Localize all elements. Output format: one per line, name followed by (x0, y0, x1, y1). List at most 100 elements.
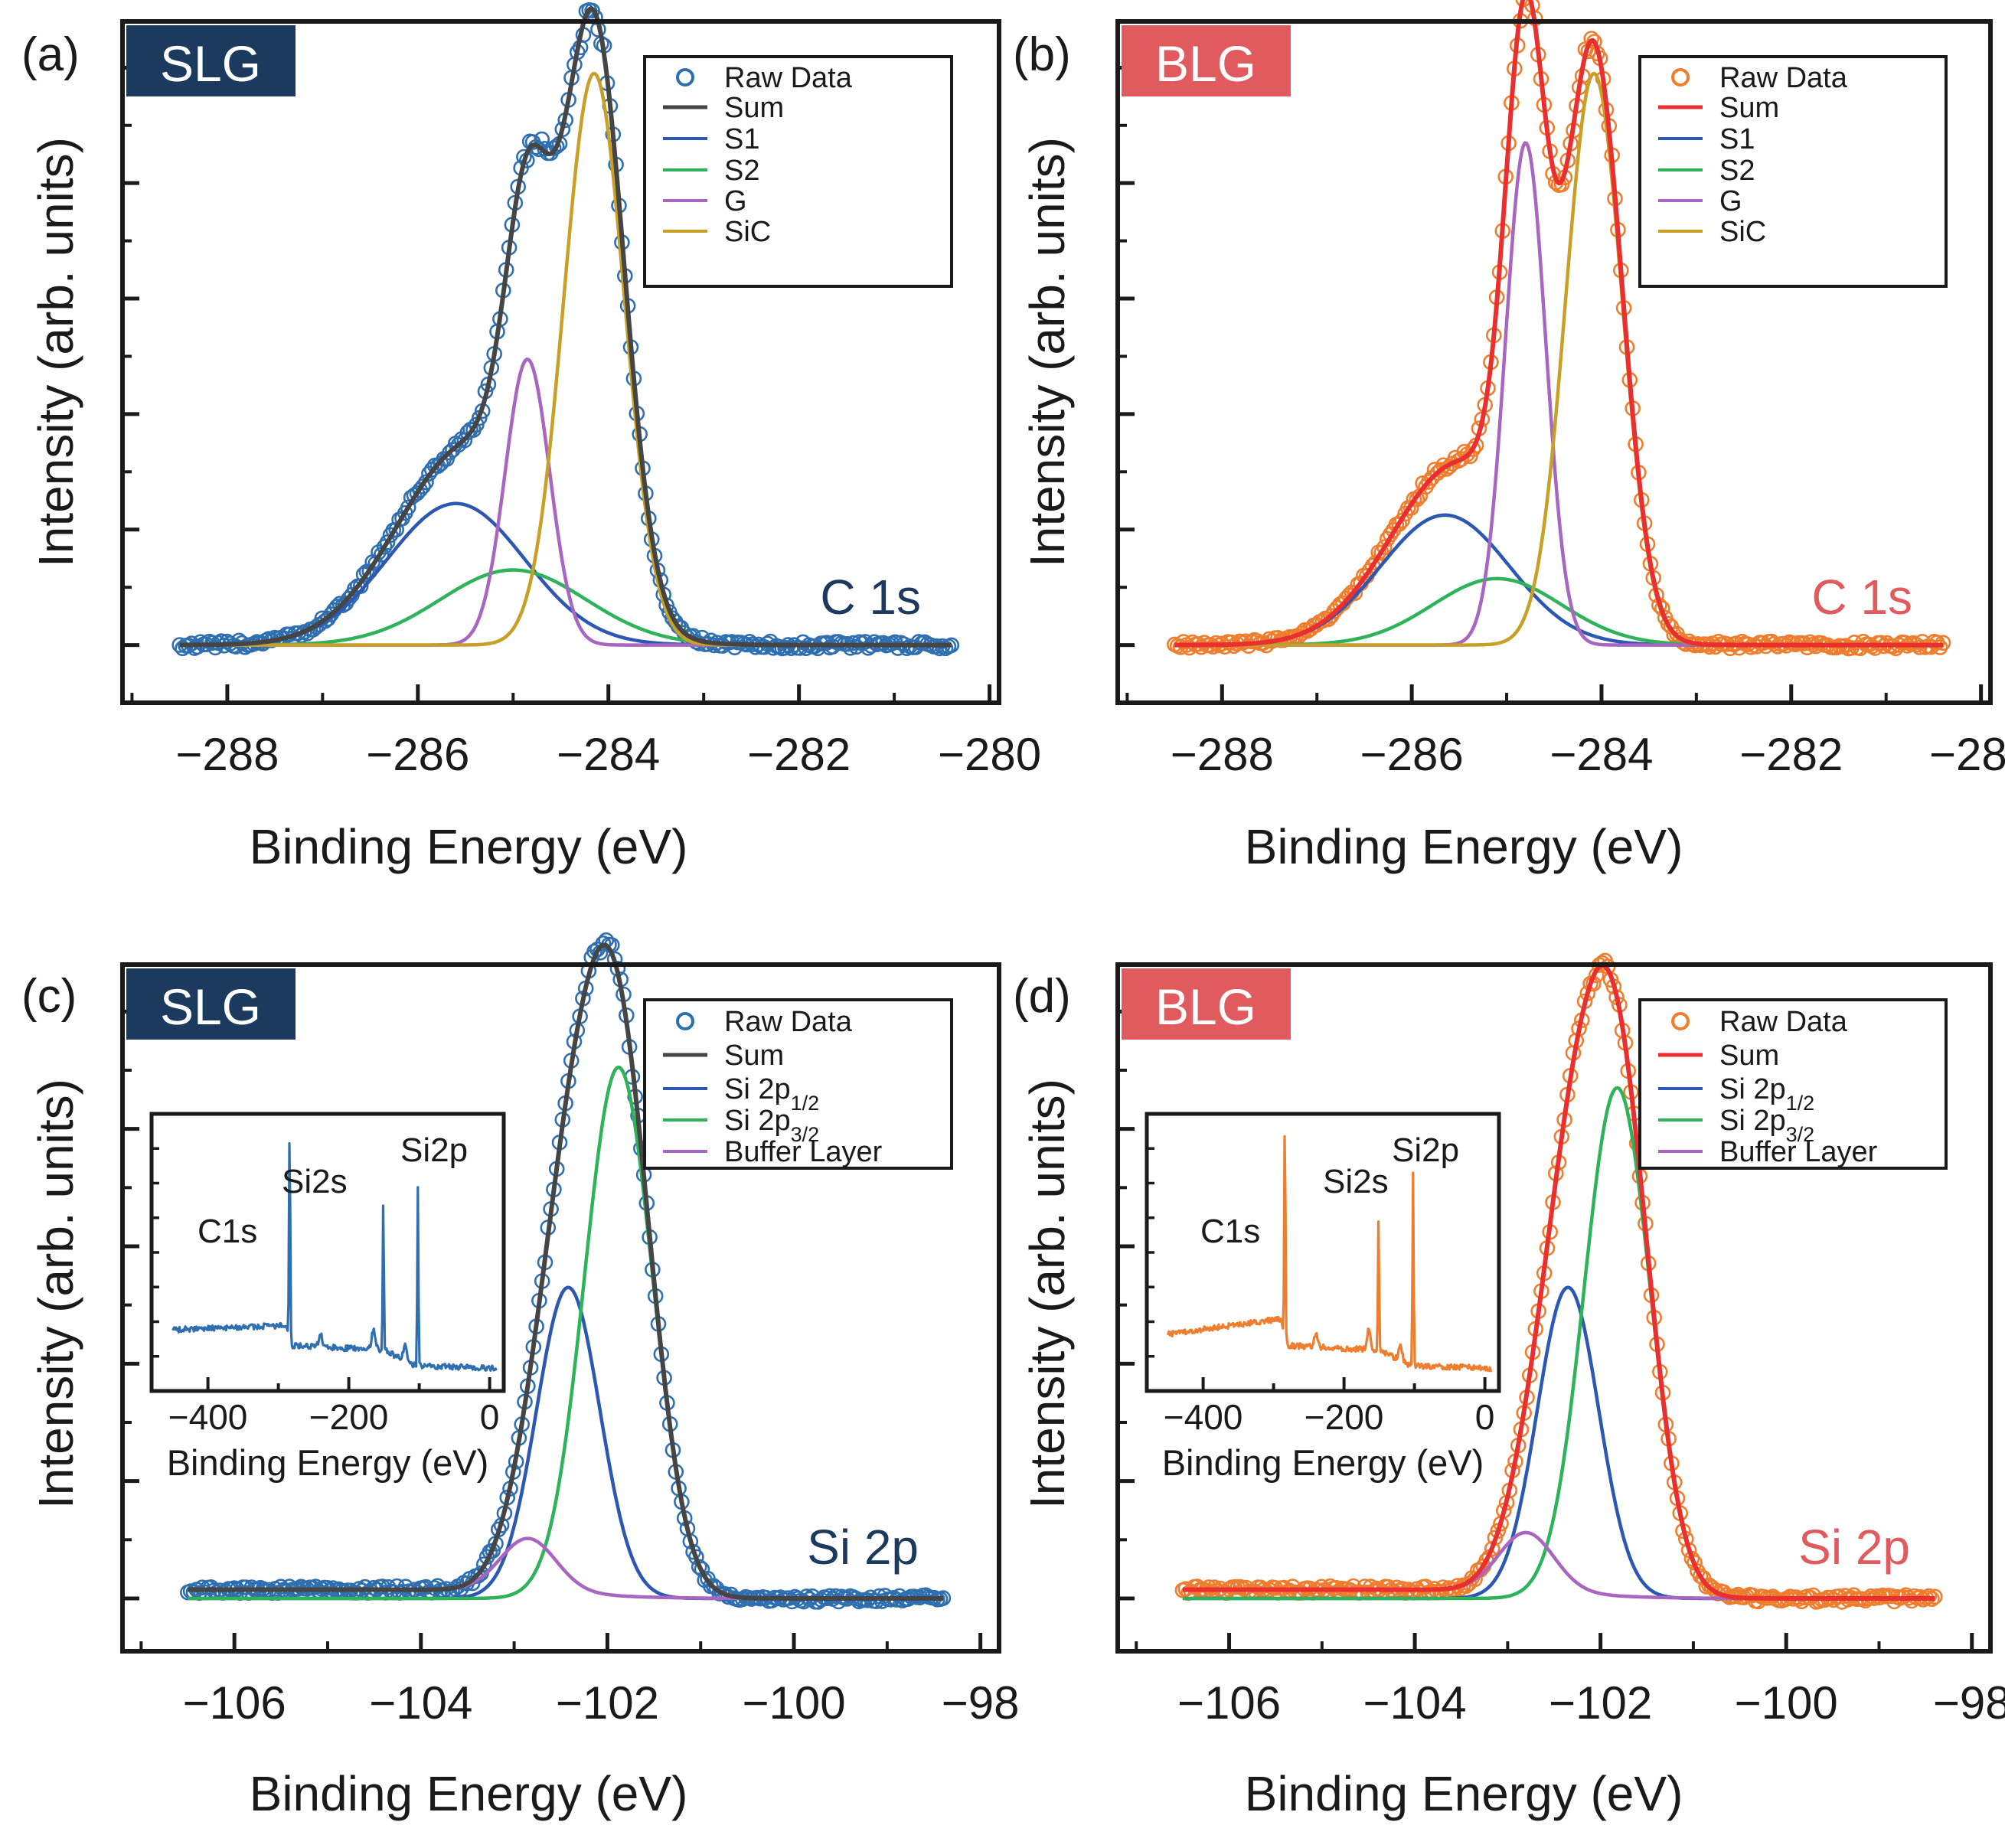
x-tick-label: −100 (1735, 1677, 1838, 1729)
x-tick-label: −98 (942, 1677, 1020, 1729)
sample-badge-text: SLG (160, 35, 261, 92)
y-axis-title: Intensity (arb. units) (28, 137, 83, 567)
inset-peak-label-si2s: Si2s (282, 1163, 348, 1200)
inset-peak-label-si2p: Si2p (1392, 1131, 1459, 1169)
raw-data-point (475, 1556, 492, 1572)
x-tick-label: −286 (1360, 729, 1464, 780)
x-axis-title: Binding Energy (eV) (1245, 819, 1683, 874)
legend-raw-marker (676, 68, 694, 87)
sample-badge-bg (126, 968, 296, 1040)
panel-d: (d) Intensity (arb. units) −106 −104 −10… (1013, 952, 2005, 1821)
x-tick-labels: −106 −104 −102 −100 −98 (1177, 1677, 2005, 1729)
x-tick-label: −104 (1363, 1677, 1467, 1729)
sample-badge-bg (1122, 25, 1291, 96)
sample-badge: BLG (1122, 968, 1291, 1040)
legend-entry-s1: S1 (724, 123, 759, 155)
raw-data-point (1896, 635, 1913, 651)
inset-x-tick-label: −200 (1305, 1397, 1384, 1437)
x-tick-label: −284 (557, 729, 660, 780)
legend-entry-sum: Sum (724, 1040, 784, 1072)
x-tick-label: −102 (1549, 1677, 1652, 1729)
series-layer (171, 2, 960, 657)
legend-entry-s2: S2 (724, 155, 759, 187)
plot-frame (120, 962, 1001, 1654)
x-tick-label: −282 (747, 729, 851, 780)
sum-curve (178, 6, 952, 648)
raw-data-point (595, 935, 612, 952)
inset-x-tick-label: 0 (1475, 1397, 1495, 1437)
survey-inset: −400 −200 0 Binding Energy (eV) C1s Si2s… (1145, 1112, 1501, 1483)
x-tick-label: −102 (556, 1677, 659, 1729)
legend: Raw Data Sum Si 2p1/2 Si 2p3/2 Buffer La… (1638, 998, 1948, 1170)
inset-x-tick-labels: −400 −200 0 (1164, 1397, 1495, 1437)
survey-spectrum (1167, 1135, 1492, 1373)
legend: Raw Data Sum S1 S2 G SiC (1638, 55, 1948, 288)
x-tick-labels: −288 −286 −284 −282 −280 (175, 729, 1041, 780)
plot-frame (120, 19, 1001, 705)
legend-box (1638, 998, 1948, 1170)
plot-frame (1115, 962, 1993, 1654)
sum-curve (1181, 963, 1936, 1601)
legend-entry-sum: Sum (1719, 92, 1779, 124)
sample-badge-text: BLG (1155, 35, 1256, 92)
series-layer (1167, 0, 1951, 657)
inset-peak-label-c1s: C1s (198, 1213, 257, 1250)
legend-entry-sic: SiC (724, 216, 771, 248)
x-tick-labels: −288 −286 −284 −282 −280 (1171, 729, 2005, 780)
inset-series (1167, 1135, 1492, 1373)
raw-data-point (548, 138, 565, 155)
core-level-label: C 1s (1811, 570, 1912, 625)
y-axis-title: Intensity (arb. units) (28, 1079, 83, 1509)
sample-badge: BLG (1122, 25, 1291, 96)
x-axis-title: Binding Energy (eV) (250, 819, 688, 874)
y-axis-title: Intensity (arb. units) (1020, 137, 1075, 567)
x-tick-label: −280 (938, 729, 1041, 780)
raw-data-point (534, 131, 550, 148)
raw-data-point (418, 474, 434, 491)
panel-label: (d) (1013, 970, 1071, 1023)
raw-data-point (932, 640, 948, 657)
legend-entry-sic: SiC (1719, 216, 1766, 248)
inset-peak-label-c1s: C1s (1200, 1213, 1260, 1250)
legend-box (643, 998, 953, 1170)
sample-badge-text: SLG (160, 978, 261, 1035)
raw-data-point (1921, 1588, 1937, 1605)
inset-peak-label-si2p: Si2p (400, 1131, 468, 1169)
inset-x-tick-label: −400 (1164, 1397, 1243, 1437)
legend: Raw Data Sum S1 S2 G SiC (643, 55, 953, 288)
survey-spectrum (171, 1141, 498, 1372)
sample-badge: SLG (126, 25, 296, 96)
legend-raw-marker (1671, 1012, 1690, 1030)
legend-entry-g: G (724, 185, 747, 217)
legend-raw-marker (1671, 68, 1690, 87)
legend-entry-raw-data: Raw Data (724, 62, 853, 94)
x-axis-title: Binding Energy (eV) (250, 1766, 688, 1821)
raw-data-point (777, 639, 793, 656)
inset-x-tick-label: 0 (480, 1397, 500, 1437)
panel-a: (a) Intensity (arb. units) −288 −286 −28… (21, 2, 1041, 874)
legend-raw-marker (676, 1012, 694, 1030)
raw-data-point (400, 499, 416, 516)
x-tick-label: −284 (1549, 729, 1653, 780)
legend-entry-raw-data: Raw Data (1719, 1006, 1848, 1038)
inset-axis (152, 1147, 491, 1391)
series-layer (180, 932, 952, 1610)
x-tick-label: −286 (366, 729, 469, 780)
inset-axis (1147, 1147, 1487, 1391)
panel-label: (a) (21, 28, 80, 81)
core-level-label: Si 2p (807, 1520, 919, 1575)
panel-label: (c) (21, 970, 77, 1023)
core-level-label: Si 2p (1798, 1520, 1910, 1575)
raw-data-point (1420, 474, 1437, 490)
survey-inset: −400 −200 0 Binding Energy (eV) C1s Si2s… (149, 1112, 506, 1483)
legend-entry-g: G (1719, 185, 1742, 217)
sample-badge-text: BLG (1155, 978, 1256, 1035)
panel-c: (c) Intensity (arb. units) −106 −104 −10… (21, 932, 1020, 1821)
raw-data-point (765, 639, 782, 656)
x-tick-label: −288 (175, 729, 279, 780)
x-axis-title: Binding Energy (eV) (1245, 1766, 1683, 1821)
series-layer (1174, 952, 1943, 1610)
inset-x-axis-title: Binding Energy (eV) (1162, 1442, 1484, 1483)
x-tick-label: −280 (1929, 729, 2005, 780)
